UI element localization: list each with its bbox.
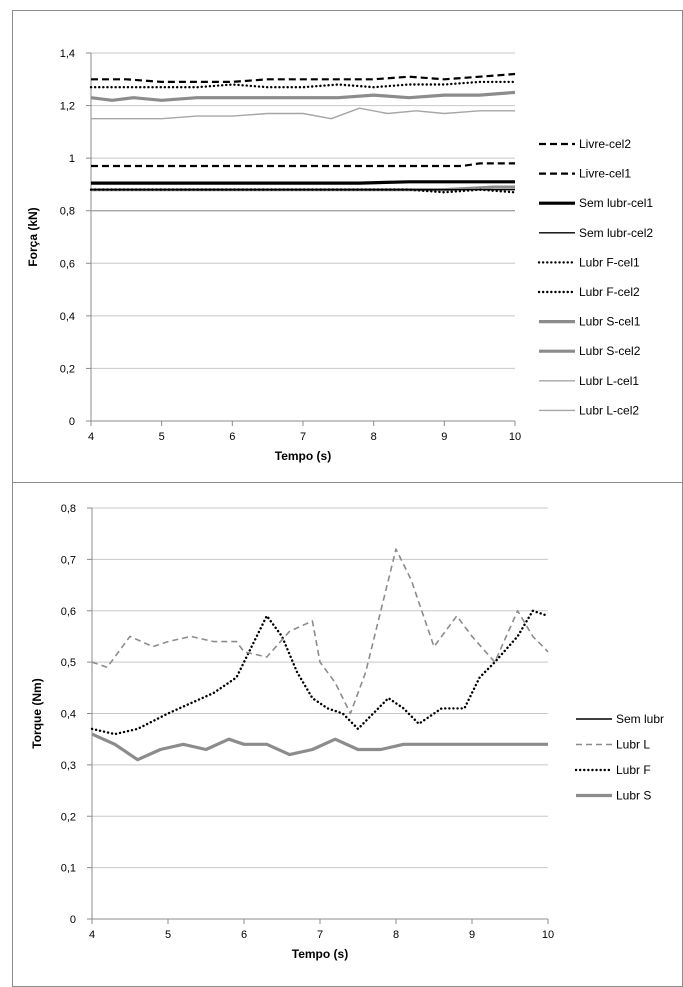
chart1-legend-label: Lubr L [616, 738, 650, 752]
chart1-x-tick-label: 8 [393, 929, 399, 941]
chart1-y-tick-label: 0,5 [61, 657, 76, 669]
chart1-series-line [91, 732, 548, 762]
chart1-y-tick-label: 0 [70, 914, 76, 926]
chart1-series-line [90, 609, 550, 736]
chart0-series-line [90, 90, 516, 102]
chart0-y-tick-label: 0,2 [60, 363, 75, 375]
chart1-x-tick-label: 10 [542, 929, 554, 941]
chart0-x-tick-label: 6 [229, 431, 235, 443]
chart1-y-tick-label: 0,8 [61, 503, 76, 515]
chart0-y-tick-label: 1,2 [60, 101, 75, 113]
chart1-x-tick-label: 9 [469, 929, 475, 941]
chart1-legend-label: Lubr F [616, 763, 651, 777]
chart1-x-tick-label: 6 [241, 929, 247, 941]
force-chart-panel: 0 0,2 0,4 0,6 0,8 1 1,2 1,4 4 5 6 7 8 9 10 Tempo (s) For… [12, 10, 683, 483]
chart1-y-axis-title: Torque (Nm) [30, 678, 44, 748]
force-chart: 0 0,2 0,4 0,6 0,8 1 1,2 1,4 4 5 6 7 8 9 10 Tempo (s) For… [26, 48, 653, 463]
chart1-y-tick-label: 0,6 [61, 606, 76, 618]
chart0-legend-label: Lubr L-cel1 [579, 374, 639, 388]
chart1-legend-label: Sem lubr [616, 712, 664, 726]
chart0-legend-label: Livre-cel1 [579, 167, 631, 181]
chart1-x-tick-label: 7 [317, 929, 323, 941]
chart1-x-tick-label: 5 [165, 929, 171, 941]
chart0-legend-label: Lubr F-cel1 [579, 255, 640, 269]
chart0-series-line [91, 107, 515, 120]
chart1-x-tick-label: 4 [89, 929, 95, 941]
chart0-x-tick-label: 7 [300, 431, 306, 443]
chart0-series-line [89, 80, 517, 89]
chart0-x-tick-label: 10 [509, 431, 521, 443]
chart0-y-tick-label: 0,4 [60, 311, 75, 323]
torque-chart-panel: 0 0,1 0,2 0,3 0,4 0,5 0,6 0,7 0,8 4 5 6 7 8 9 10 Tempo (… [12, 483, 683, 987]
chart0-y-tick-label: 1,4 [60, 48, 75, 60]
chart0-legend-label: Lubr L-cel2 [579, 403, 639, 417]
chart0-x-tick-label: 9 [441, 431, 447, 443]
chart0-y-tick-label: 0 [69, 416, 75, 428]
chart0-y-tick-label: 0,8 [60, 206, 75, 218]
chart0-y-tick-label: 1 [69, 153, 75, 165]
torque-chart: 0 0,1 0,2 0,3 0,4 0,5 0,6 0,7 0,8 4 5 6 7 8 9 10 Tempo (… [30, 503, 664, 961]
chart1-y-tick-label: 0,2 [61, 811, 76, 823]
chart0-y-axis-title: Força (kN) [26, 207, 40, 266]
chart1-x-axis-title: Tempo (s) [292, 947, 348, 961]
chart1-series-line [91, 548, 549, 715]
chart0-legend-label: Lubr F-cel2 [579, 285, 640, 299]
chart1-y-tick-label: 0,3 [61, 760, 76, 772]
chart0-x-tick-label: 4 [88, 431, 94, 443]
chart1-y-tick-label: 0,4 [61, 709, 76, 721]
chart1-legend-label: Lubr S [616, 789, 651, 803]
chart0-x-tick-label: 5 [159, 431, 165, 443]
chart1-y-tick-label: 0,1 [61, 863, 76, 875]
chart0-series-line [91, 180, 515, 185]
chart0-x-tick-label: 8 [371, 431, 377, 443]
chart0-series-line [91, 72, 516, 84]
chart0-y-tick-label: 0,6 [60, 258, 75, 270]
chart0-legend-label: Sem lubr-cel1 [579, 196, 653, 210]
chart0-legend-label: Sem lubr-cel2 [579, 226, 653, 240]
chart0-legend-label: Lubr S-cel2 [579, 344, 641, 358]
chart0-legend-label: Livre-cel2 [579, 137, 631, 151]
chart1-y-tick-label: 0,7 [61, 554, 76, 566]
chart0-legend-label: Lubr S-cel1 [579, 315, 641, 329]
chart0-series-line [91, 162, 515, 168]
chart0-x-axis-title: Tempo (s) [275, 449, 331, 463]
